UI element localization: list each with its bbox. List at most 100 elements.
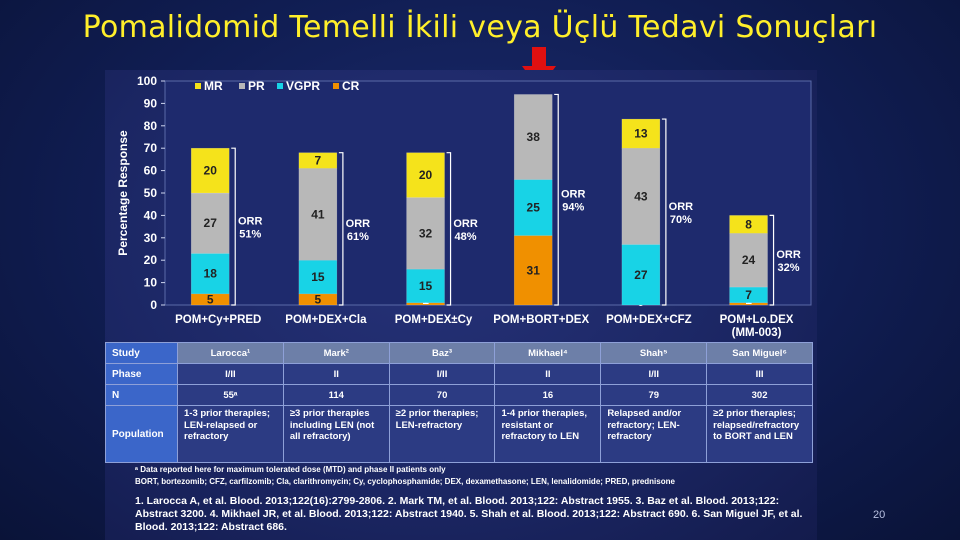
y-tick-label: 0 [150,298,157,312]
footnotes: ᵃ Data reported here for maximum tolerat… [135,465,815,534]
bar-segment-vgpr [406,268,445,304]
bar-segment-pr [190,192,230,254]
footnote-abbreviations: BORT, bortezomib; CFZ, carfilzomib; Cla,… [135,477,675,486]
figure-panel: 0 10 20 30 40 50 60 70 80 90 100 Percentage Respons… [105,70,817,540]
table-cell: 1-4 prior therapies, resistant or refrac… [494,405,602,463]
data-label-vgpr: 25 [527,201,541,215]
data-label-pr: 38 [527,130,541,144]
x-category-label: POM+DEX+Cla [285,314,367,326]
data-label-vgpr: 15 [419,279,433,293]
data-label-pr: 24 [742,253,756,267]
table-cell: 79 [600,384,708,406]
orr-label: 32% [778,262,800,274]
orr-label: ORR [346,218,371,230]
data-label-mr: 20 [204,164,218,178]
table-cell: Shah⁵ [600,342,708,364]
bar-segment-pr [729,233,768,288]
x-category-label: POM+DEX±Cy [395,314,473,326]
data-label-vgpr: 27 [634,268,648,282]
x-category-label: (MM-003) [732,327,782,339]
bar-segment-pr [513,94,553,180]
table-cell: Mikhael⁴ [494,342,602,364]
row-header-phase: Phase [105,363,178,385]
table-cell: 55ᵃ [177,384,284,406]
legend-swatch-cr [333,83,339,89]
table-row-phase: Phase I/II II I/II II I/II III [105,363,813,385]
slide-title: Pomalidomid Temelli İkili veya Üçlü Teda… [82,10,878,45]
x-category-label: POM+Cy+PRED [175,314,261,326]
bar-segment-cr [513,235,553,306]
table-cell: I/II [177,363,284,385]
table-cell: I/II [388,363,496,385]
bar-segment-vgpr [190,253,230,295]
table-cell: Mark² [282,342,390,364]
data-label-cr: 31 [527,263,541,277]
orr-label: ORR [776,249,801,261]
legend-swatch-pr [239,83,245,89]
table-row-n: N 55ᵃ 114 70 16 79 302 [105,384,813,406]
bar-segment-mr [298,152,338,169]
orr-label: ORR [238,216,263,228]
y-tick-label: 70 [144,141,158,155]
table-cell: Relapsed and/or refractory; LEN-refracto… [600,405,708,463]
orr-label: ORR [669,201,694,213]
data-label-pr: 32 [419,226,433,240]
table-cell: 114 [282,384,390,406]
data-label-mr: 7 [315,154,322,168]
table-cell: Baz³ [388,342,496,364]
y-axis-label: Percentage Response [116,130,130,256]
data-label-mr: 20 [419,168,433,182]
y-tick-label: 80 [144,119,158,133]
y-tick-label: 90 [144,96,158,110]
page-number: 20 [873,509,886,521]
orr-label: ORR [561,189,586,201]
bar-segment-mr [190,147,230,194]
row-header-pop: Population [105,405,178,463]
table-cell: 70 [388,384,496,406]
data-label-vgpr: 18 [204,267,218,281]
orr-label: 61% [347,231,369,243]
y-tick-label: 100 [137,74,157,88]
table-cell: 302 [706,384,813,406]
table-cell: ≥2 prior therapies; LEN-refractory [388,405,496,463]
orr-bracket [554,93,559,306]
row-header-n: N [105,384,178,406]
bar-segment-mr [406,152,445,198]
table-row-pop: Population 1-3 prior therapies; LEN-relap… [105,405,813,463]
bar-segment-mr [621,118,661,149]
bar-segment-cr [298,293,338,306]
table-cell: 16 [494,384,602,406]
data-label-cr: 5 [315,292,322,306]
legend-swatch-vgpr [277,83,283,89]
orr-bracket [231,147,236,306]
x-category-label: POM+Lo.DEX [720,314,794,326]
bar-segment-vgpr [513,179,553,236]
y-tick-label: 10 [144,276,158,290]
orr-label: 70% [670,214,692,226]
orr-label: ORR [453,218,478,230]
bar-segment-vgpr [298,259,338,295]
data-label-pr: 27 [204,216,218,230]
table-cell: San Miguel⁶ [706,342,813,364]
data-label-mr: 13 [634,127,648,141]
y-tick-label: 50 [144,186,158,200]
bar-segment-mr [729,215,768,234]
row-header-study: Study [105,342,178,364]
bar-segment-pr [406,197,445,270]
footnote-references: 1. Larocca A, et al. Blood. 2013;122(16)… [135,495,803,533]
plot-area [164,80,812,306]
legend-swatch-mr [195,83,201,89]
bar-segment-pr [621,147,661,245]
response-chart: 0 10 20 30 40 50 60 70 80 90 100 Percentage Respons… [116,74,812,339]
table-cell: I/II [600,363,708,385]
study-table: Study Larocca¹ Mark² Baz³ Mikhael⁴ Shah⁵ San M… [105,342,813,463]
footnote-mtd: ᵃ Data reported here for maximum tolerat… [135,465,446,474]
bar-segment-cr [190,293,230,306]
data-label-vgpr: 15 [311,270,325,284]
y-tick-label: 20 [144,253,158,267]
data-label-pr: 43 [634,189,648,203]
orr-bracket [769,214,775,306]
y-tick-label: 60 [144,164,158,178]
table-cell: ≥3 prior therapies including LEN (not al… [282,405,390,463]
x-category-label: POM+BORT+DEX [493,314,589,326]
